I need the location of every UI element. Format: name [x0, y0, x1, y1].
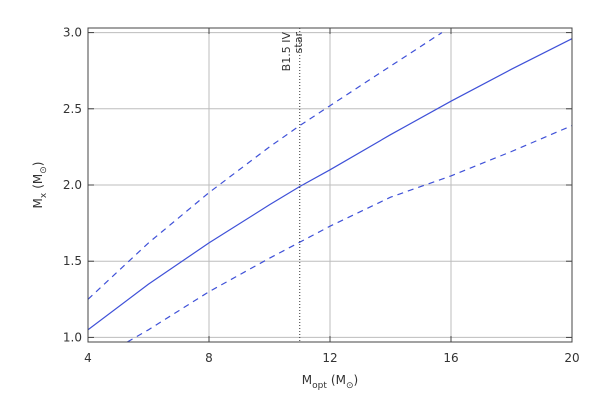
reference-line-label-line: star [292, 32, 305, 54]
y-axis-title-unit-sub: ⊙ [39, 166, 49, 174]
y-axis-title-unit-open: (M [31, 174, 45, 189]
reference-line-label-line: B1.5 IV [280, 32, 293, 72]
x-axis-title-unit-open: (M [331, 373, 346, 387]
series-group [88, 32, 572, 342]
x-tick-label: 16 [443, 351, 458, 365]
x-tick-label: 8 [205, 351, 213, 365]
y-axis-title-unit-close: ) [31, 162, 45, 167]
y-tick-label: 2.0 [63, 178, 82, 192]
y-tick-label: 1.5 [63, 254, 82, 268]
y-tick-label: 1.0 [63, 330, 82, 344]
y-tick-label: 2.5 [63, 102, 82, 116]
reference-line-label: B1.5 IVstar [280, 32, 305, 72]
x-axis-title: Mopt (M⊙) [302, 373, 358, 391]
series-line-dashed-2 [127, 125, 572, 342]
x-tick-label: 4 [84, 351, 92, 365]
x-axis-title-unit-close: ) [354, 373, 359, 387]
series-line-dashed-1 [88, 32, 443, 300]
series-line-solid [88, 38, 572, 331]
reference-line-group: B1.5 IVstar [280, 28, 305, 342]
x-tick-label: 20 [564, 351, 579, 365]
ticks: 4 8 12 16 20 1.0 1.5 2.0 2.5 3.0 [63, 26, 580, 365]
x-axis-title-unit-sub: ⊙ [346, 381, 354, 391]
x-tick-label: 12 [322, 351, 337, 365]
x-axis-title-main: M [302, 373, 312, 387]
y-axis-title-sub: x [39, 192, 49, 198]
x-axis-title-sub: opt [312, 381, 327, 391]
y-axis-title: Mx (M⊙) [31, 162, 49, 209]
y-tick-label: 3.0 [63, 26, 82, 40]
y-axis-title-main: M [31, 198, 45, 208]
